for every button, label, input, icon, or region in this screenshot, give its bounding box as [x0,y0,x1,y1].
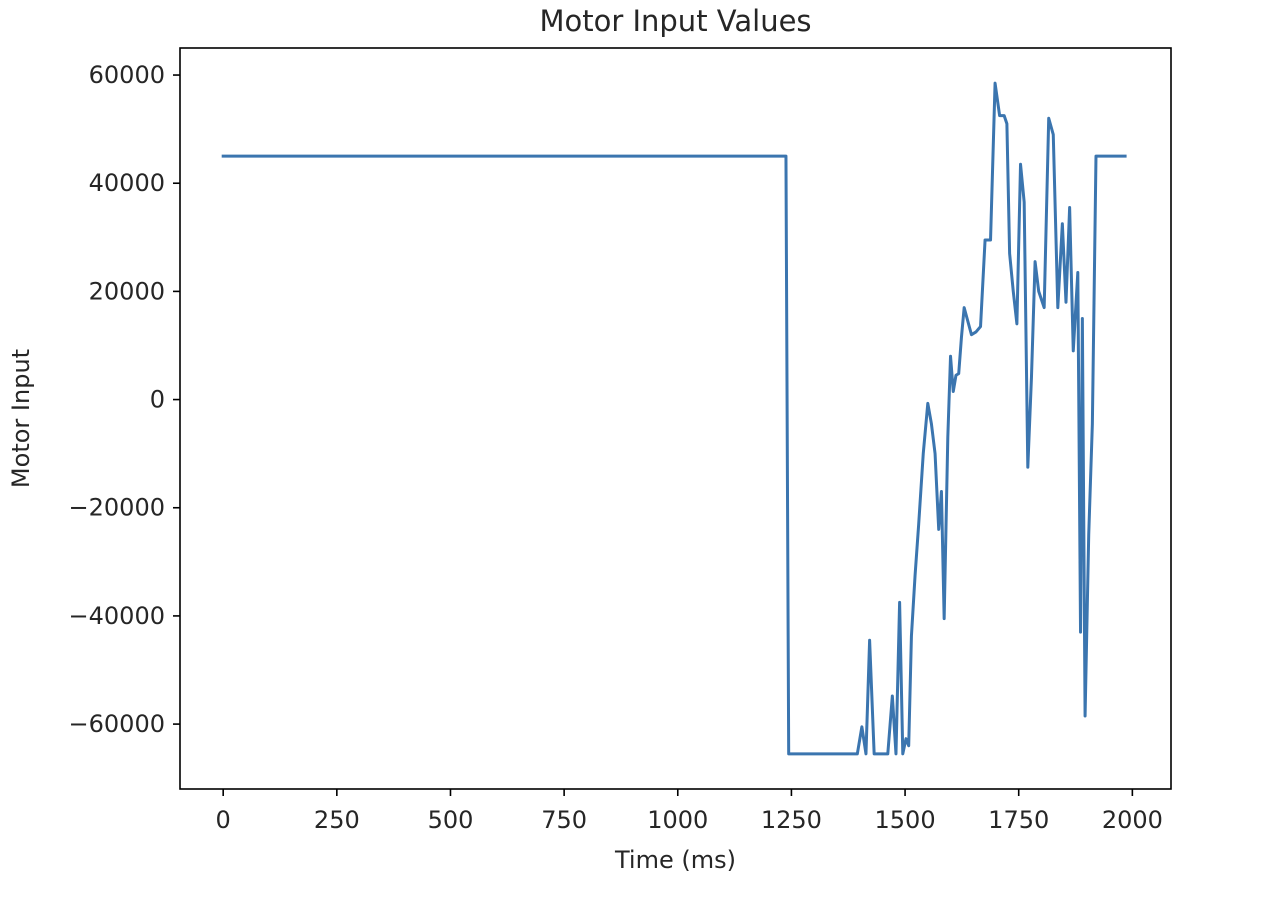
x-tick-label: 1750 [988,806,1049,834]
x-axis-ticks: 0 250 500 750 1000 1250 1500 1750 2000 [216,789,1163,834]
y-tick-label: −40000 [69,602,165,630]
y-tick-label: 20000 [89,277,165,305]
x-tick-label: 500 [428,806,474,834]
axes-frame [179,47,1172,790]
plot-area [179,47,1172,790]
y-tick-label: 40000 [89,169,165,197]
x-tick-label: 1250 [761,806,822,834]
y-tick-label: 0 [150,386,165,414]
x-tick-label: 1500 [875,806,936,834]
x-tick-label: 0 [216,806,231,834]
x-tick-label: 1000 [647,806,708,834]
x-axis-label: Time (ms) [614,846,736,874]
y-axis-ticks: −60000 −40000 −20000 0 20000 40000 60000 [69,61,180,738]
y-tick-label: −60000 [69,710,165,738]
x-tick-label: 250 [314,806,360,834]
y-tick-label: 60000 [89,61,165,89]
y-tick-label: −20000 [69,494,165,522]
x-tick-label: 2000 [1102,806,1163,834]
x-tick-label: 750 [541,806,587,834]
series-line-0 [221,81,1127,756]
y-axis-label: Motor Input [7,349,35,488]
chart-title: Motor Input Values [539,4,811,38]
